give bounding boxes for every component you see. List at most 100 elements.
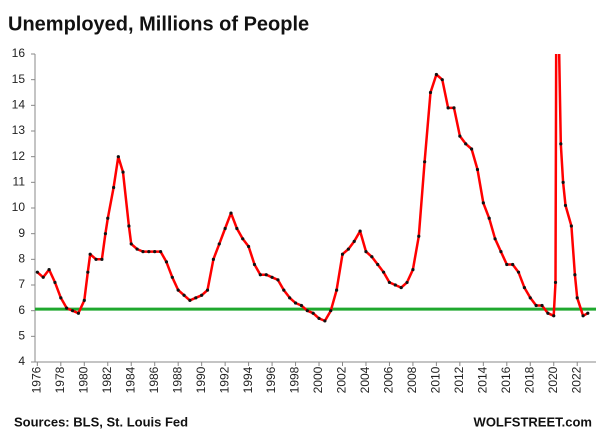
plot-area: [35, 9, 596, 323]
data-point: [282, 288, 286, 292]
data-point: [411, 268, 415, 272]
x-tick-label: 2006: [382, 366, 396, 393]
x-tick-label: 1996: [264, 366, 278, 393]
data-point: [217, 242, 221, 246]
x-tick-label: 1976: [30, 366, 44, 393]
data-point: [135, 247, 139, 251]
data-point: [452, 106, 456, 110]
data-point: [106, 216, 110, 220]
x-tick-label: 2008: [405, 366, 419, 393]
data-point: [229, 211, 233, 215]
data-point: [522, 285, 527, 290]
data-point: [188, 298, 192, 302]
data-point: [86, 270, 90, 274]
x-tick-label: 1978: [53, 366, 67, 393]
y-tick-label: 8: [18, 252, 25, 266]
data-point: [103, 232, 108, 236]
data-point: [323, 319, 327, 323]
x-tick-label: 2018: [522, 366, 536, 393]
data-point: [340, 252, 345, 256]
y-tick-label: 12: [12, 149, 26, 163]
x-tick-label: 2000: [311, 366, 325, 393]
data-point: [82, 298, 86, 302]
data-point: [417, 234, 421, 238]
data-point: [376, 262, 380, 267]
data-point: [346, 247, 350, 251]
data-point: [552, 314, 556, 318]
chart-title: Unemployed, Millions of People: [8, 13, 309, 35]
y-tick-label: 5: [18, 329, 25, 343]
data-point: [381, 270, 386, 274]
y-tick-label: 9: [18, 226, 25, 240]
data-point: [405, 280, 409, 285]
data-point: [505, 262, 509, 267]
data-point: [211, 257, 215, 261]
data-point: [299, 303, 304, 308]
source: Sources: BLS, St. Louis Fed: [14, 414, 188, 429]
data-point: [561, 180, 565, 184]
x-tick-label: 1992: [217, 366, 231, 393]
data-point: [205, 288, 210, 292]
data-point: [264, 273, 268, 277]
x-tick-label: 2016: [499, 366, 513, 393]
data-point: [311, 311, 315, 315]
data-point: [546, 311, 550, 315]
y-tick-label: 4: [18, 354, 25, 368]
data-point: [53, 280, 57, 285]
data-point: [100, 257, 104, 261]
data-point: [534, 303, 538, 308]
data-point: [553, 280, 558, 285]
data-point: [575, 296, 579, 300]
data-point: [335, 288, 339, 292]
y-tick-label: 10: [12, 200, 26, 214]
data-point: [393, 283, 397, 287]
data-point: [387, 280, 392, 285]
data-point: [112, 185, 116, 190]
data-point: [127, 224, 131, 228]
data-point: [200, 293, 204, 297]
data-point: [129, 242, 133, 246]
x-tick-label: 1994: [241, 366, 255, 393]
data-point: [158, 250, 163, 254]
data-point: [47, 268, 51, 272]
data-point: [370, 255, 374, 259]
data-point: [35, 270, 39, 274]
x-tick-label: 2022: [569, 366, 583, 393]
data-point: [364, 250, 368, 254]
data-point: [516, 270, 521, 274]
data-point: [559, 142, 563, 146]
data-point: [569, 224, 573, 228]
data-point: [76, 311, 81, 315]
x-tick-label: 1982: [100, 366, 114, 393]
data-point: [440, 78, 444, 82]
data-point: [94, 257, 98, 261]
data-point: [557, 9, 560, 12]
watermark: WOLFSTREET.com: [474, 414, 592, 429]
data-point: [276, 278, 280, 282]
data-point: [329, 309, 333, 313]
data-point: [423, 160, 427, 164]
y-tick-label: 6: [18, 303, 25, 317]
x-tick-label: 2010: [429, 366, 443, 393]
x-tick-label: 2004: [358, 366, 372, 393]
data-point: [563, 203, 568, 208]
data-point: [317, 316, 321, 320]
data-point: [65, 306, 69, 310]
x-tick-label: 1998: [288, 366, 302, 393]
data-point: [59, 296, 63, 300]
data-point: [469, 147, 474, 151]
x-tick-label: 2014: [476, 366, 490, 393]
data-point: [153, 250, 157, 254]
data-point: [176, 288, 180, 292]
data-point: [116, 155, 120, 159]
data-point: [540, 303, 544, 308]
data-point: [428, 90, 433, 95]
data-point: [586, 311, 590, 315]
data-point: [581, 314, 585, 318]
data-point: [88, 252, 92, 256]
data-point: [70, 309, 75, 313]
data-point: [194, 296, 198, 300]
data-point: [528, 296, 532, 300]
data-point: [511, 262, 515, 267]
data-point: [573, 273, 577, 277]
